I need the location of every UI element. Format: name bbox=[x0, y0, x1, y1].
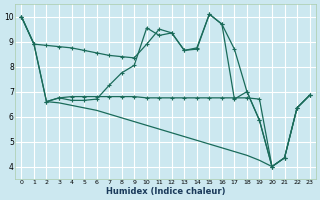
X-axis label: Humidex (Indice chaleur): Humidex (Indice chaleur) bbox=[106, 187, 225, 196]
